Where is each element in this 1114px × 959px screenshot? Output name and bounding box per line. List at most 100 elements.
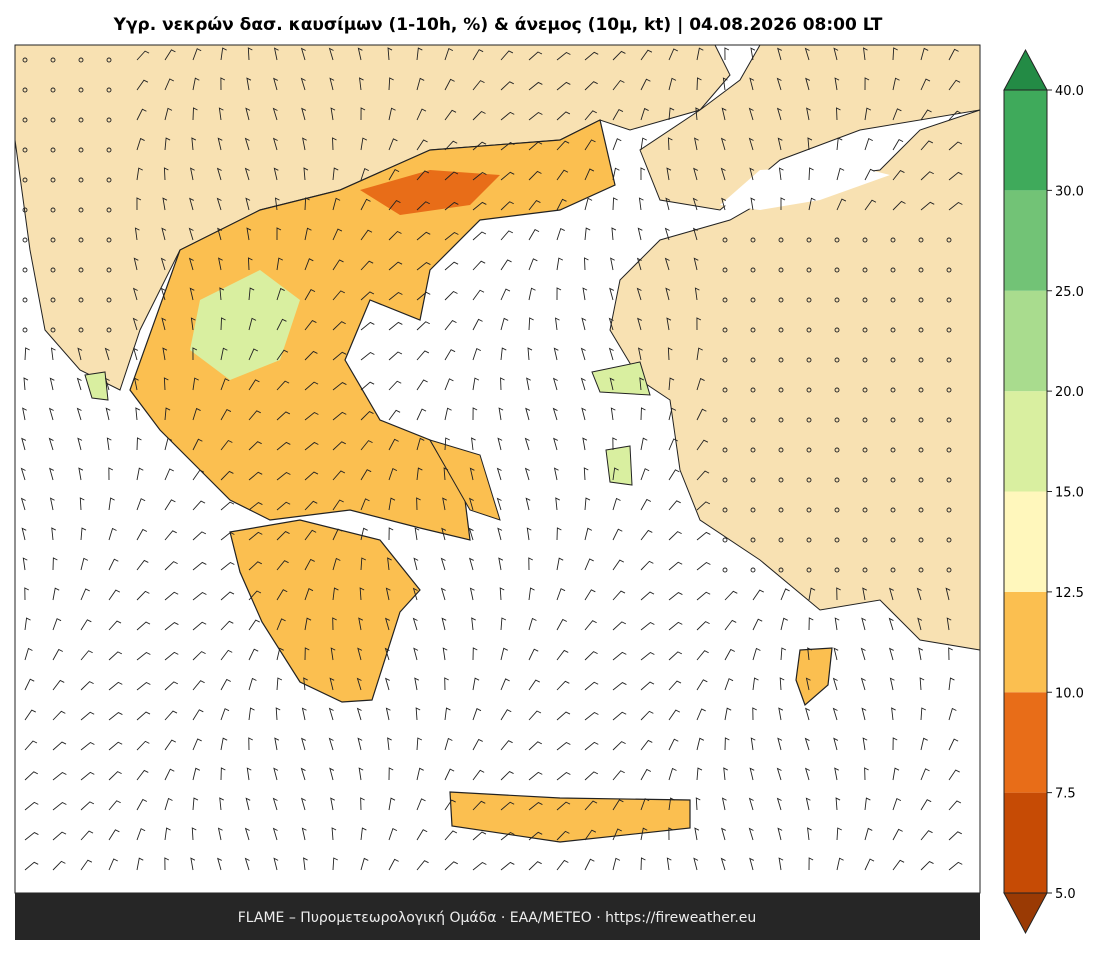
barb bbox=[583, 467, 589, 481]
barb bbox=[668, 767, 677, 781]
calm-marker bbox=[78, 177, 84, 183]
barb bbox=[24, 801, 39, 811]
barb bbox=[776, 767, 782, 781]
calm-marker bbox=[722, 357, 728, 363]
barb bbox=[24, 832, 39, 841]
barb bbox=[248, 619, 260, 631]
barb bbox=[836, 198, 847, 211]
barb bbox=[276, 287, 285, 301]
barb bbox=[612, 621, 627, 631]
barb bbox=[722, 77, 728, 91]
barb bbox=[388, 200, 401, 211]
barb bbox=[526, 527, 532, 541]
barb bbox=[217, 857, 222, 871]
calm-marker bbox=[834, 327, 840, 333]
barb bbox=[247, 257, 253, 271]
calm-marker bbox=[50, 147, 56, 153]
barb bbox=[276, 589, 288, 601]
barb bbox=[108, 681, 123, 691]
barb bbox=[76, 407, 82, 421]
barb bbox=[777, 827, 783, 841]
barb bbox=[636, 257, 642, 271]
barb bbox=[412, 617, 418, 631]
barb bbox=[500, 111, 515, 121]
barb bbox=[217, 827, 223, 841]
barb bbox=[584, 139, 596, 151]
barb bbox=[248, 471, 263, 481]
calm-marker bbox=[862, 357, 868, 363]
barb bbox=[581, 407, 587, 421]
barb bbox=[472, 289, 485, 301]
barb bbox=[356, 677, 362, 691]
barb bbox=[444, 109, 457, 121]
barb bbox=[468, 527, 474, 541]
barb bbox=[360, 527, 368, 541]
barb bbox=[21, 437, 27, 451]
barb bbox=[472, 377, 480, 391]
barb bbox=[472, 318, 483, 331]
barb bbox=[136, 828, 146, 841]
barb bbox=[164, 827, 171, 841]
barb bbox=[472, 80, 485, 91]
barb bbox=[49, 497, 55, 511]
barb bbox=[668, 621, 683, 631]
barb bbox=[638, 197, 644, 211]
barb bbox=[108, 741, 123, 751]
barb bbox=[889, 677, 895, 691]
barb bbox=[444, 290, 458, 301]
barb bbox=[500, 740, 513, 751]
barb bbox=[724, 707, 732, 721]
barb bbox=[721, 107, 727, 121]
barb bbox=[864, 858, 875, 871]
barb bbox=[164, 407, 171, 421]
calm-marker bbox=[50, 177, 56, 183]
barb bbox=[528, 861, 542, 871]
barb bbox=[332, 411, 347, 421]
barb bbox=[108, 651, 123, 661]
calm-marker bbox=[750, 417, 756, 423]
barb bbox=[248, 531, 263, 541]
barb bbox=[582, 437, 588, 451]
barb bbox=[668, 561, 683, 571]
barb bbox=[749, 77, 755, 91]
barb bbox=[471, 617, 476, 631]
barb bbox=[161, 227, 167, 241]
barb bbox=[216, 197, 222, 211]
barb bbox=[500, 647, 508, 661]
barb bbox=[948, 201, 963, 211]
barb bbox=[304, 319, 317, 331]
barb bbox=[948, 769, 960, 781]
barb bbox=[724, 47, 730, 61]
barb bbox=[469, 557, 474, 571]
barb bbox=[472, 407, 478, 421]
barb bbox=[776, 107, 782, 121]
barb bbox=[920, 707, 927, 721]
calm-marker bbox=[722, 567, 728, 573]
barb bbox=[220, 767, 226, 781]
barb bbox=[80, 711, 95, 721]
barb bbox=[248, 441, 262, 451]
barb bbox=[892, 737, 898, 751]
barb bbox=[244, 167, 250, 181]
barb bbox=[301, 827, 307, 841]
barb bbox=[528, 81, 543, 91]
calm-marker bbox=[78, 117, 84, 123]
barb bbox=[861, 707, 867, 721]
barb bbox=[693, 137, 699, 151]
barb bbox=[528, 802, 543, 811]
barb bbox=[416, 737, 423, 751]
barb bbox=[500, 259, 512, 271]
barb bbox=[749, 167, 755, 181]
barb bbox=[248, 590, 262, 601]
barb bbox=[220, 591, 235, 601]
barb bbox=[749, 857, 755, 871]
barb bbox=[750, 737, 756, 751]
barb bbox=[52, 557, 58, 571]
barb bbox=[245, 797, 251, 811]
barb bbox=[472, 861, 487, 871]
barb bbox=[136, 621, 151, 631]
calm-marker bbox=[778, 447, 784, 453]
calm-marker bbox=[22, 117, 28, 123]
corfu bbox=[84, 371, 109, 401]
barb bbox=[108, 800, 121, 811]
